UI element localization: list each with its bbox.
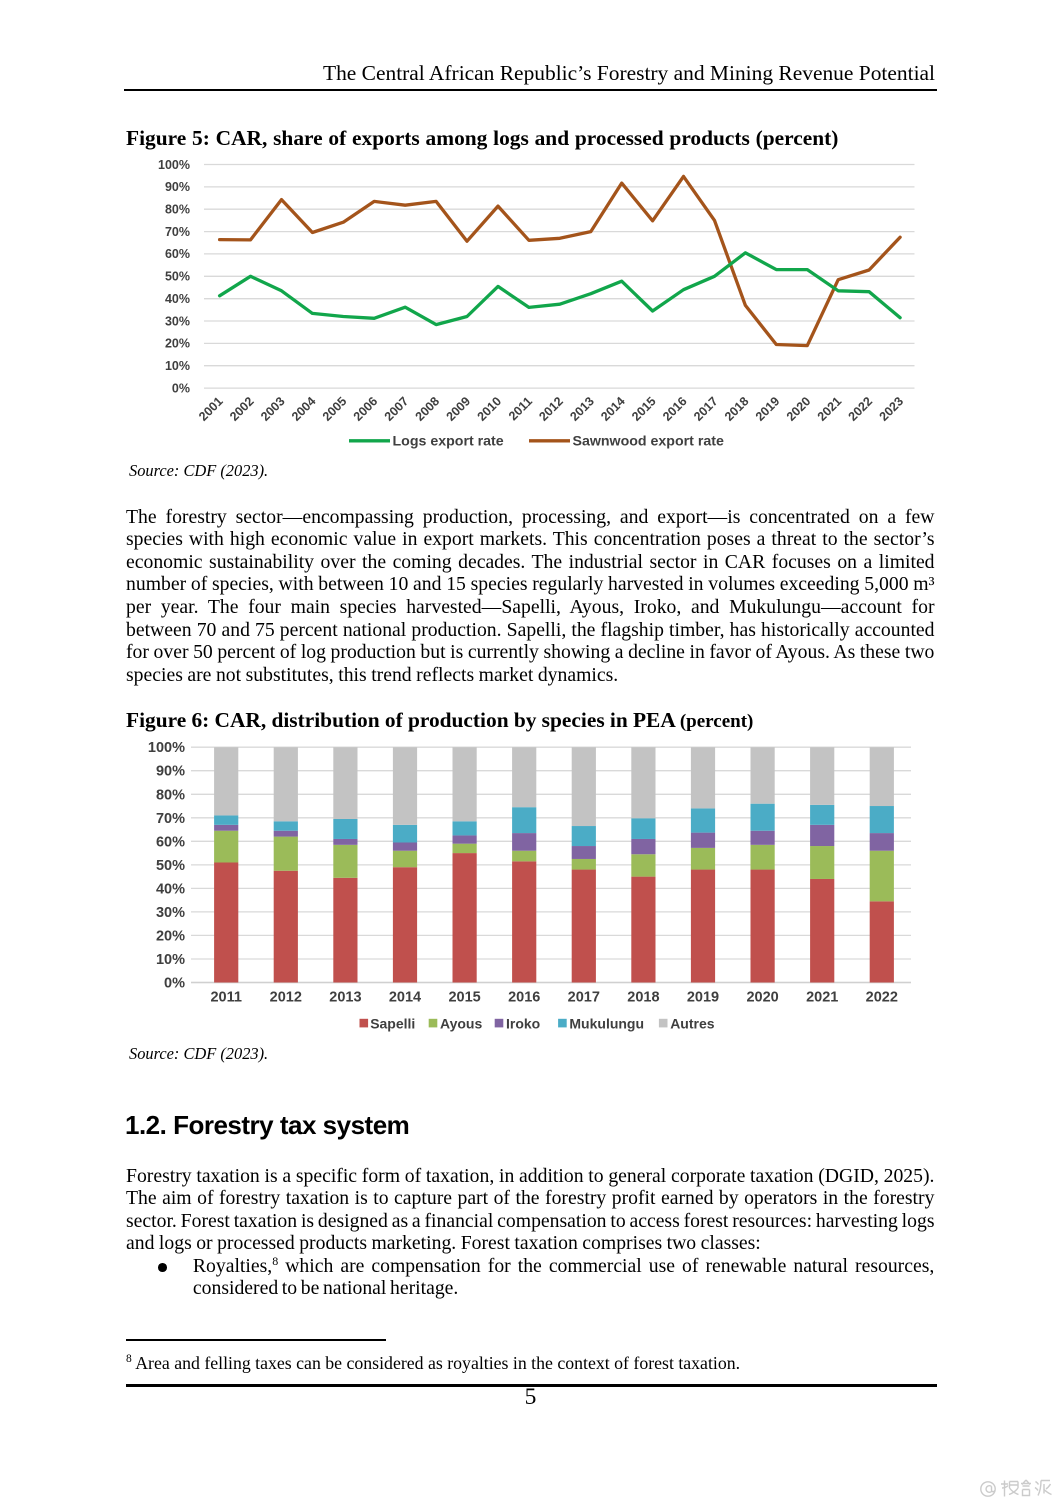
svg-text:2021: 2021 xyxy=(815,394,845,424)
svg-text:40%: 40% xyxy=(165,292,190,306)
svg-text:20%: 20% xyxy=(156,928,185,944)
svg-text:2007: 2007 xyxy=(382,394,412,424)
svg-text:2022: 2022 xyxy=(866,990,898,1006)
svg-text:2020: 2020 xyxy=(746,990,778,1006)
svg-text:2009: 2009 xyxy=(444,394,474,424)
svg-text:2014: 2014 xyxy=(389,990,421,1006)
svg-text:Sapelli: Sapelli xyxy=(370,1015,415,1031)
svg-text:2006: 2006 xyxy=(351,394,381,424)
svg-text:2002: 2002 xyxy=(227,394,257,424)
svg-text:50%: 50% xyxy=(156,858,185,874)
svg-text:2019: 2019 xyxy=(753,394,783,424)
svg-text:2012: 2012 xyxy=(270,990,302,1006)
svg-text:2015: 2015 xyxy=(629,394,659,424)
svg-text:2020: 2020 xyxy=(784,394,814,424)
svg-text:10%: 10% xyxy=(156,952,185,968)
svg-text:0%: 0% xyxy=(172,381,190,395)
svg-text:90%: 90% xyxy=(156,764,185,780)
svg-text:80%: 80% xyxy=(156,787,185,803)
svg-text:2011: 2011 xyxy=(506,394,535,423)
svg-text:20%: 20% xyxy=(165,337,190,351)
svg-text:2014: 2014 xyxy=(598,394,628,424)
svg-text:2012: 2012 xyxy=(536,394,566,424)
svg-text:2017: 2017 xyxy=(691,394,721,424)
svg-text:2011: 2011 xyxy=(210,990,241,1006)
svg-text:2001: 2001 xyxy=(196,394,226,424)
svg-text:40%: 40% xyxy=(156,881,185,897)
svg-text:90%: 90% xyxy=(165,180,190,194)
svg-text:2015: 2015 xyxy=(448,990,480,1006)
svg-text:30%: 30% xyxy=(165,314,190,328)
svg-text:Logs export rate: Logs export rate xyxy=(393,433,504,449)
svg-text:2023: 2023 xyxy=(877,394,907,424)
svg-text:30%: 30% xyxy=(156,905,185,921)
svg-text:2016: 2016 xyxy=(660,394,690,424)
svg-text:2017: 2017 xyxy=(568,990,600,1006)
svg-text:Ayous: Ayous xyxy=(440,1015,482,1031)
svg-text:2018: 2018 xyxy=(722,394,752,424)
svg-text:2008: 2008 xyxy=(413,394,443,424)
svg-text:70%: 70% xyxy=(165,225,190,239)
svg-text:Sawnwood export rate: Sawnwood export rate xyxy=(573,433,724,449)
svg-text:2021: 2021 xyxy=(806,990,838,1006)
svg-text:50%: 50% xyxy=(165,270,190,284)
svg-text:2016: 2016 xyxy=(508,990,540,1006)
svg-text:0%: 0% xyxy=(164,976,185,992)
svg-text:80%: 80% xyxy=(165,203,190,217)
svg-text:2013: 2013 xyxy=(329,990,361,1006)
svg-text:2003: 2003 xyxy=(258,394,288,424)
svg-text:60%: 60% xyxy=(156,834,185,850)
svg-text:Iroko: Iroko xyxy=(506,1015,540,1031)
svg-text:70%: 70% xyxy=(156,811,185,827)
svg-text:100%: 100% xyxy=(158,158,190,172)
svg-text:Autres: Autres xyxy=(670,1015,715,1031)
svg-text:Mukulungu: Mukulungu xyxy=(569,1015,644,1031)
svg-text:60%: 60% xyxy=(165,247,190,261)
svg-text:2004: 2004 xyxy=(289,394,319,424)
svg-text:10%: 10% xyxy=(165,359,190,373)
svg-text:100%: 100% xyxy=(148,740,185,756)
svg-text:2010: 2010 xyxy=(475,394,505,424)
svg-text:2022: 2022 xyxy=(846,394,876,424)
svg-text:2019: 2019 xyxy=(687,990,719,1006)
svg-text:2005: 2005 xyxy=(320,394,350,424)
svg-text:2018: 2018 xyxy=(627,990,659,1006)
svg-text:2013: 2013 xyxy=(567,394,597,424)
